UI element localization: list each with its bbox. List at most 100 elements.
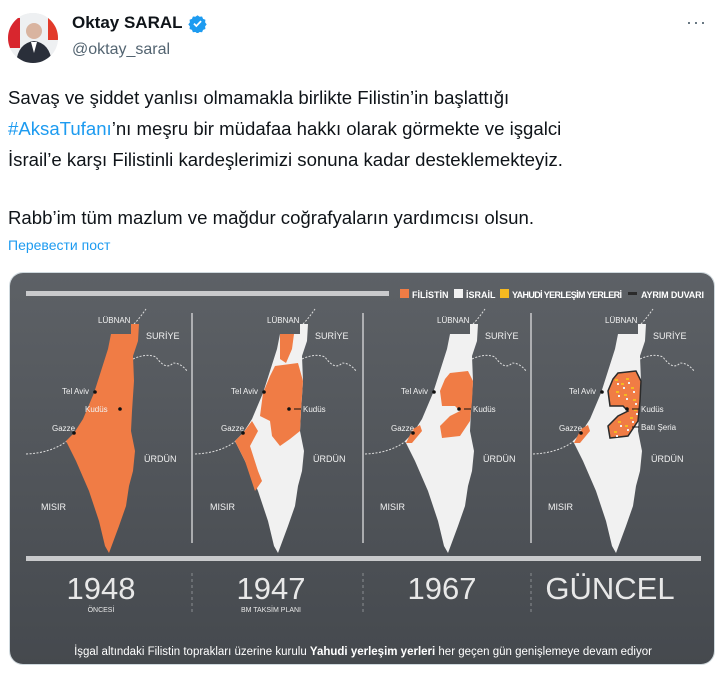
border-line — [364, 440, 407, 455]
map-label-suriye: SURİYE — [485, 331, 519, 341]
map-label-telaviv: Tel Aviv — [231, 387, 258, 396]
palestine-region — [235, 421, 262, 491]
settlement-mark — [633, 391, 635, 393]
avatar[interactable] — [8, 13, 58, 63]
map-label-urdun: ÜRDÜN — [144, 454, 177, 464]
settlement-mark — [616, 391, 619, 393]
city-dot — [579, 431, 583, 435]
hashtag-link[interactable]: #AksaTufanı — [8, 118, 112, 139]
year-subtitle: BM TAKSİM PLANI — [241, 605, 301, 614]
settlement-mark — [620, 425, 622, 427]
border-line — [532, 440, 575, 455]
year-subtitle: ÖNCESİ — [88, 605, 115, 614]
settlement-mark — [628, 382, 630, 384]
city-dot — [625, 407, 629, 411]
map-label-gazze: Gazze — [391, 424, 415, 433]
tweet-text: Savaş ve şiddet yanlısı olmamakla birlik… — [8, 82, 708, 233]
year-label: 1948 — [67, 571, 136, 606]
settlement-mark — [630, 417, 633, 419]
map-label-kudus: Kudüs — [641, 405, 664, 414]
legend-swatch-israel — [454, 289, 463, 298]
map-label-kudus: Kudüs — [303, 405, 326, 414]
map — [235, 324, 308, 553]
palestine-region — [280, 334, 294, 363]
city-dot — [262, 390, 266, 394]
settlement-mark — [631, 387, 634, 389]
settlement-mark — [617, 383, 619, 385]
settlement-mark — [627, 429, 629, 431]
year-label: 1967 — [408, 571, 477, 606]
legend-label: İSRAİL — [466, 290, 496, 300]
palestine-region — [260, 363, 303, 446]
map-label-kudus: Kudüs — [473, 405, 496, 414]
map-label-gazze: Gazze — [52, 424, 76, 433]
map-panel-3: LÜBNAN SURİYE ÜRDÜN MISIR Tel Aviv Gazze Kudüs — [364, 308, 527, 553]
bottom-bar — [26, 556, 701, 561]
year-dividers — [191, 573, 532, 613]
settlement-mark — [618, 421, 621, 423]
city-dot — [72, 431, 76, 435]
legend-swatch-palestine — [400, 289, 409, 298]
year-label: GÜNCEL — [545, 571, 674, 606]
tweet-line: #AksaTufanı’nı meşru bir müdafaa hakkı o… — [8, 118, 562, 139]
legend-swatch-settlements — [500, 289, 509, 298]
map — [573, 324, 646, 553]
map-label-kudus: Kudüs — [85, 405, 108, 414]
legend: FİLİSTİN İSRAİL YAHUDİ YERLEŞİM YERLERİ … — [400, 289, 704, 300]
border-line — [132, 354, 188, 372]
border-line — [472, 308, 486, 325]
legend-swatch-wall — [628, 292, 637, 295]
caption: İşgal altındaki Filistin toprakları üzer… — [74, 645, 652, 658]
map-label-urdun: ÜRDÜN — [313, 454, 346, 464]
map-label-lubnan: LÜBNAN — [605, 316, 638, 325]
map-label-misir: MISIR — [380, 502, 406, 512]
map-panel-1: LÜBNAN SURİYE ÜRDÜN MISIR Tel Aviv Gazze Kudüs — [25, 308, 188, 553]
legend-label: FİLİSTİN — [412, 290, 449, 300]
border-line — [639, 354, 695, 372]
map-label-misir: MISIR — [210, 502, 236, 512]
settlement-mark — [618, 395, 620, 397]
panel-dividers — [191, 313, 532, 543]
border-line — [301, 354, 357, 372]
settlement-mark — [625, 425, 628, 427]
map-label-suriye: SURİYE — [146, 331, 180, 341]
tweet-image[interactable]: FİLİSTİN İSRAİL YAHUDİ YERLEŞİM YERLERİ … — [9, 272, 715, 665]
city-dot — [432, 390, 436, 394]
avatar-photo — [8, 13, 58, 63]
settlement-mark — [626, 378, 629, 380]
translate-post-link[interactable]: Перевести пост — [8, 237, 111, 253]
settlement-mark — [632, 421, 634, 423]
verified-badge-icon — [187, 14, 207, 33]
city-dot — [600, 390, 604, 394]
border-line — [194, 440, 237, 455]
border-line — [471, 354, 527, 372]
map-label-suriye: SURİYE — [653, 331, 687, 341]
settlement-mark — [615, 379, 618, 381]
author-handle[interactable]: @oktay_saral — [72, 41, 171, 58]
city-dot — [411, 431, 415, 435]
more-horizontal-icon[interactable]: ··· — [686, 12, 707, 32]
settlement-mark — [616, 435, 618, 437]
border-line — [640, 308, 654, 325]
settlement-mark — [636, 413, 638, 415]
city-dot — [241, 431, 245, 435]
city-dot — [457, 407, 461, 411]
infographic: FİLİSTİN İSRAİL YAHUDİ YERLEŞİM YERLERİ … — [10, 273, 714, 664]
map-label-gazze: Gazze — [559, 424, 583, 433]
settlement-mark — [626, 398, 628, 400]
tweet-line: İsrail’e karşı Filistinli kardeşlerimizi… — [8, 149, 563, 170]
tweet-line: Savaş ve şiddet yanlısı olmamakla birlik… — [8, 87, 510, 108]
tweet-line: Rabb’im tüm mazlum ve mağdur coğrafyalar… — [8, 207, 534, 228]
map-label-misir: MISIR — [548, 502, 574, 512]
author-name[interactable]: Oktay SARAL — [72, 13, 207, 33]
settlement-mark — [621, 383, 624, 385]
map-label-lubnan: LÜBNAN — [437, 316, 470, 325]
settlement-mark — [635, 403, 637, 405]
settlement-mark — [634, 409, 637, 411]
border-line — [302, 308, 316, 325]
settlement-mark — [614, 431, 617, 433]
map-label-telaviv: Tel Aviv — [62, 387, 89, 396]
settlement-mark — [623, 387, 625, 389]
city-dot — [118, 407, 122, 411]
map-label-lubnan: LÜBNAN — [267, 316, 300, 325]
